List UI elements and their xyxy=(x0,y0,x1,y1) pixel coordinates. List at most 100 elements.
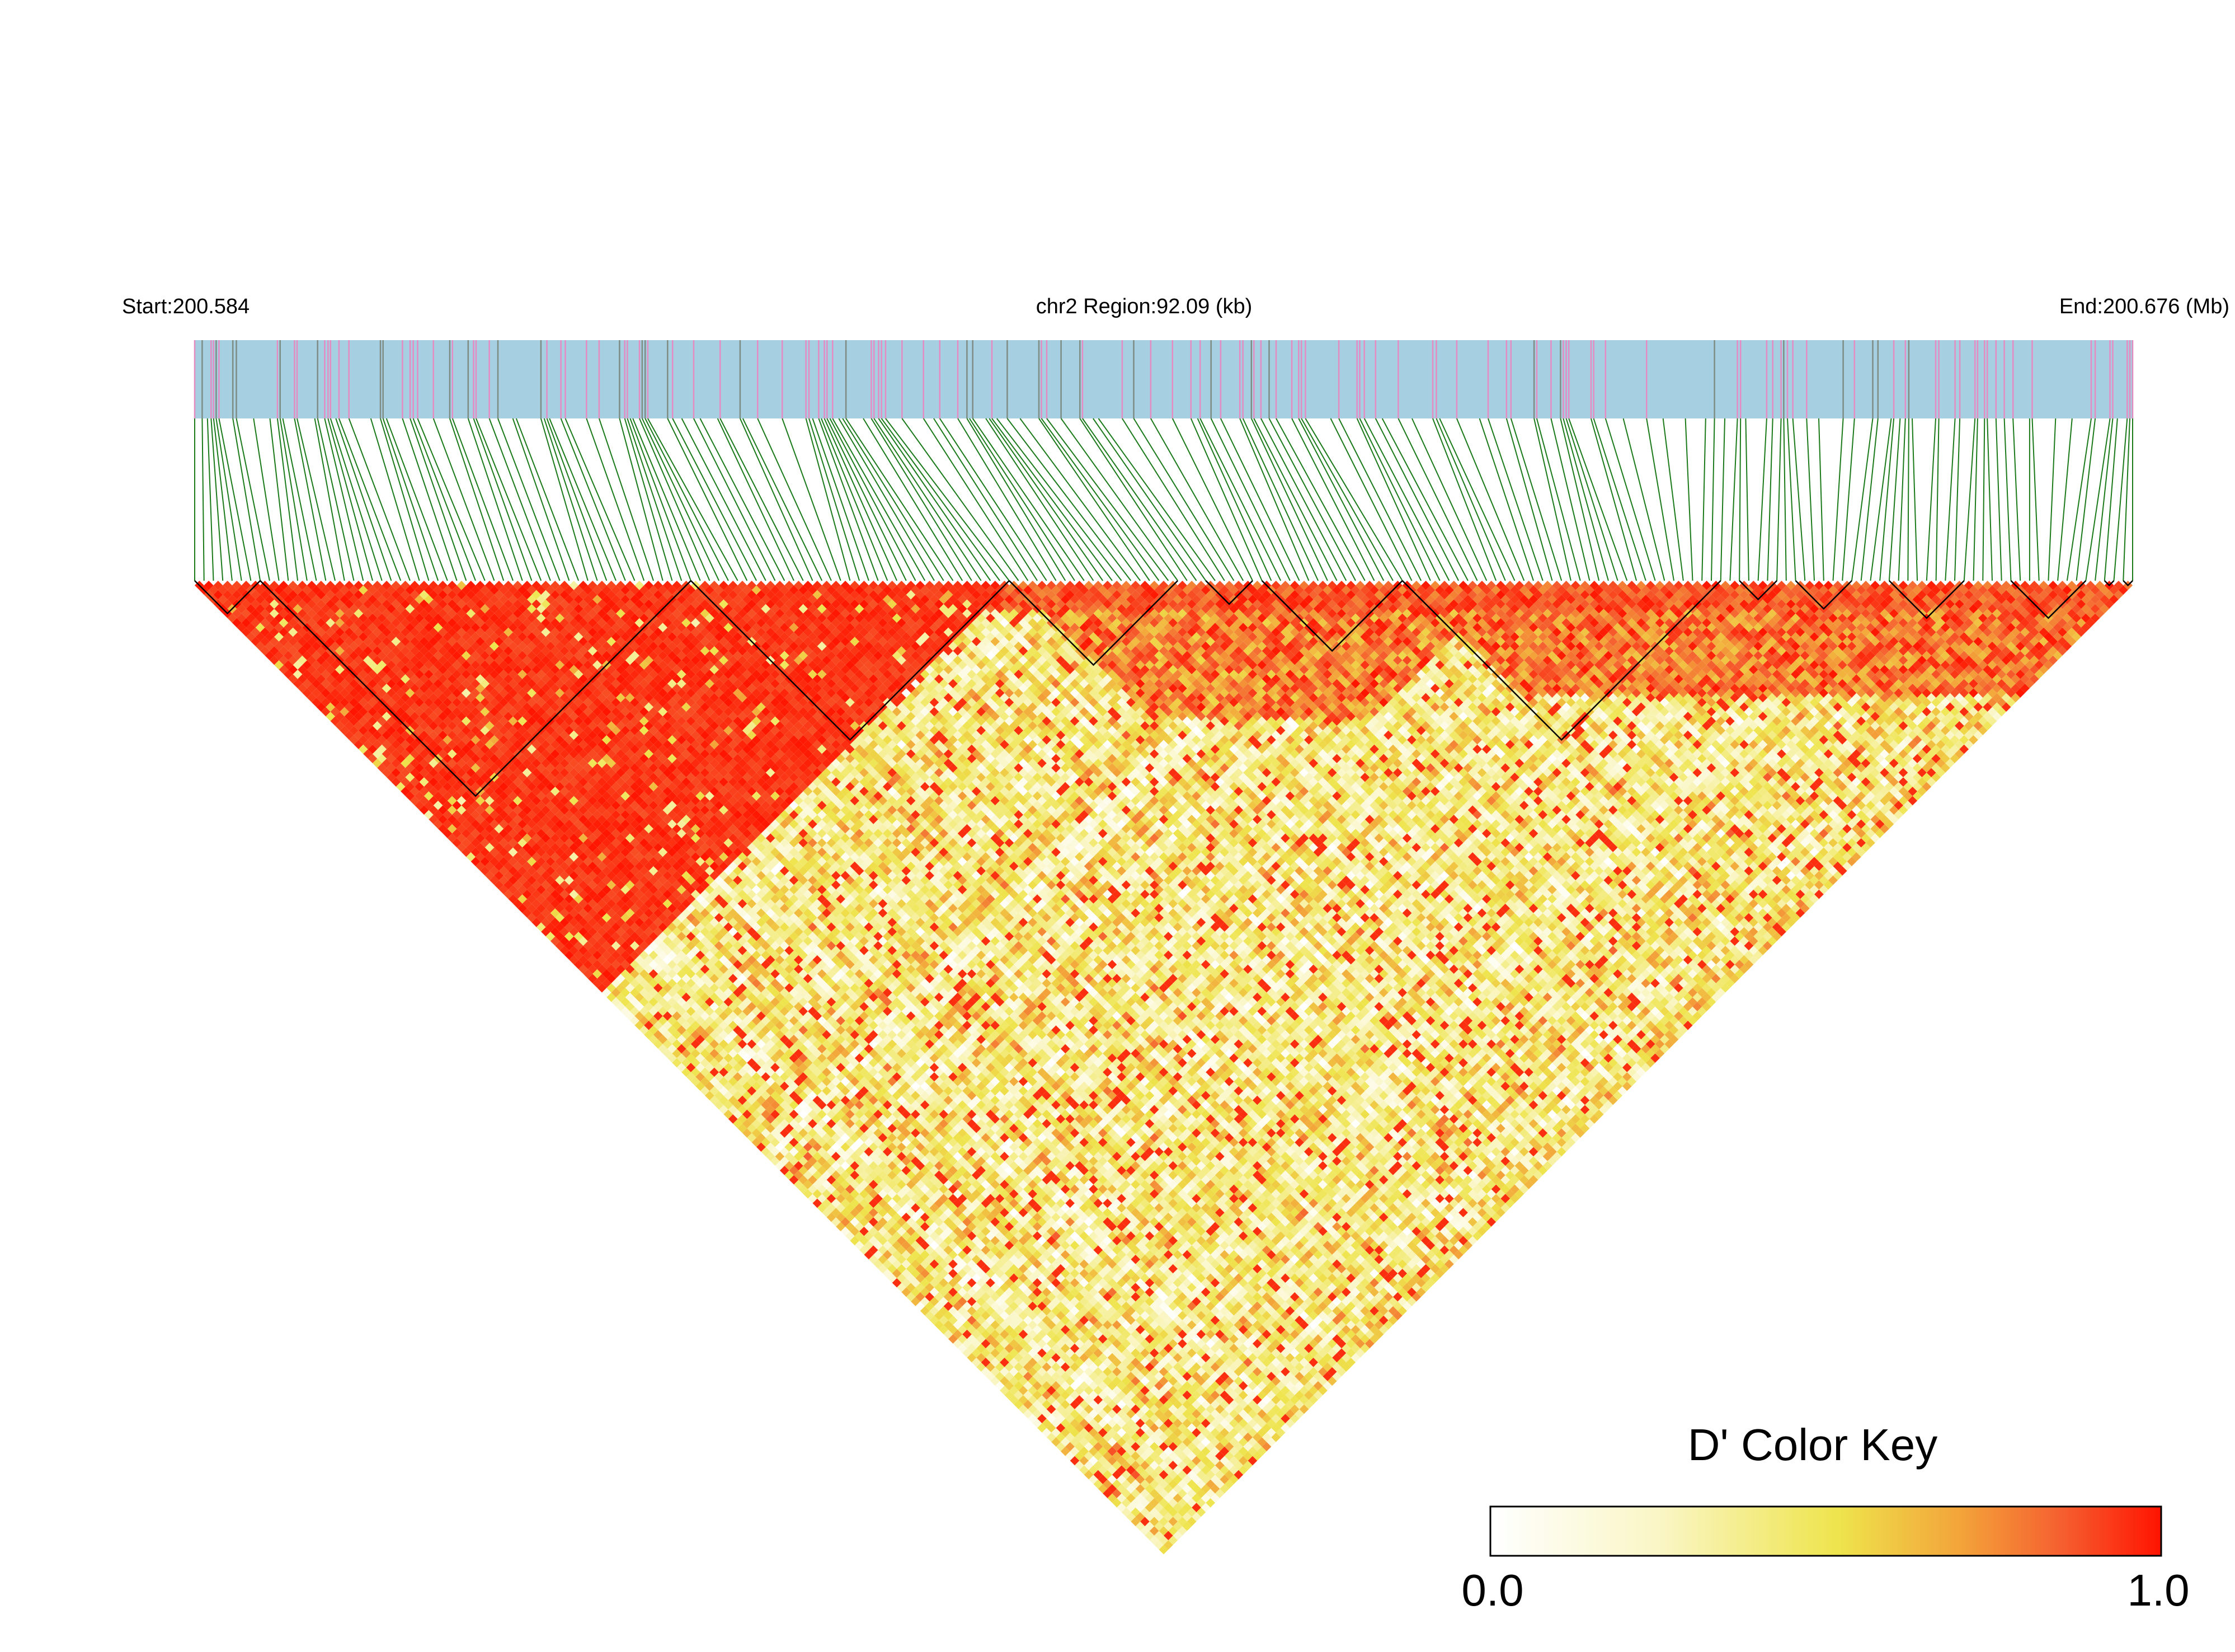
snp-connector-line xyxy=(2013,418,2020,581)
snp-connector-line xyxy=(1433,418,1496,581)
snp-connector-line xyxy=(1819,418,1824,581)
snp-connector-line xyxy=(633,418,700,581)
snp-connector-line xyxy=(1889,418,1900,581)
snp-connector-line xyxy=(1099,418,1216,581)
snp-connector-line xyxy=(694,418,775,581)
snp-connector-lines xyxy=(195,418,2133,581)
snp-connector-line xyxy=(1488,418,1543,581)
snp-connector-line xyxy=(1936,418,1939,581)
snp-connector-line xyxy=(2123,418,2130,581)
snp-connector-line xyxy=(1945,418,1955,581)
snp-connector-line xyxy=(1534,418,1571,581)
snp-connector-line xyxy=(1758,418,1767,581)
snp-connector-line xyxy=(1560,418,1599,581)
snp-connector-line xyxy=(547,418,607,581)
snp-connector-line xyxy=(1996,418,2002,581)
snp-connector-line xyxy=(878,418,990,581)
snp-connector-line xyxy=(843,418,944,581)
snp-connector-line xyxy=(1777,418,1781,581)
snp-connector-line xyxy=(2032,418,2039,581)
snp-connector-line xyxy=(380,418,429,581)
snp-connector-line xyxy=(1870,418,1891,581)
snp-connector-line xyxy=(809,418,859,581)
snp-connector-line xyxy=(1955,418,1960,581)
snp-connector-line xyxy=(1357,418,1431,581)
snp-connector-line xyxy=(1912,418,1917,581)
snp-connector-line xyxy=(1061,418,1178,581)
snp-connector-line xyxy=(830,418,916,581)
snp-connector-line xyxy=(1511,418,1561,581)
snp-connector-line xyxy=(1606,418,1655,581)
snp-connector-line xyxy=(973,418,1084,581)
snp-connector-line xyxy=(1663,418,1683,581)
snp-connector-line xyxy=(874,418,981,581)
snp-connector-line xyxy=(498,418,560,581)
snp-connector-line xyxy=(1806,418,1814,581)
snp-connector-line xyxy=(1987,418,1992,581)
snp-connector-line xyxy=(1899,418,1905,581)
snp-connector-line xyxy=(253,418,279,581)
snp-connector-line xyxy=(413,418,476,581)
snp-connector-line xyxy=(1686,418,1693,581)
snp-connector-line xyxy=(1412,418,1486,581)
snp-connector-line xyxy=(1480,418,1533,581)
snp-connector-line xyxy=(1398,418,1477,581)
snp-connector-line xyxy=(1711,418,1715,581)
snp-connector-line xyxy=(1721,418,1725,581)
snp-connector-line xyxy=(1457,418,1524,581)
snp-connector-line xyxy=(1833,418,1843,581)
snp-connector-line xyxy=(270,418,289,581)
snp-connector-line xyxy=(1134,418,1234,581)
snp-connector-line xyxy=(349,418,410,581)
snp-connector-line xyxy=(1646,418,1674,581)
region-end-label: End:200.676 (Mb) xyxy=(2059,295,2229,318)
snp-connector-line xyxy=(625,418,672,581)
snp-connector-line xyxy=(827,418,906,581)
snp-connector-line xyxy=(434,418,495,581)
snp-connector-line xyxy=(1439,418,1514,581)
snp-connector-line xyxy=(328,418,373,581)
snp-connector-line xyxy=(1254,418,1337,581)
snp-connector-line xyxy=(566,418,635,581)
snp-position-track xyxy=(195,340,2133,418)
snp-connector-line xyxy=(1243,418,1318,581)
snp-connector-line xyxy=(331,418,382,581)
snp-connector-line xyxy=(1507,418,1552,581)
snp-connector-line xyxy=(1301,418,1393,581)
snp-connector-line xyxy=(757,418,831,581)
region-center-label: chr2 Region:92.09 (kb) xyxy=(1036,295,1253,318)
snp-connector-line xyxy=(202,418,204,581)
snp-connector-line xyxy=(1364,418,1450,581)
snp-connector-line xyxy=(417,418,484,581)
snp-connector-line xyxy=(630,418,691,581)
snp-connector-line xyxy=(700,418,784,581)
snp-connector-line xyxy=(1007,418,1131,581)
snp-connector-line xyxy=(1880,418,1894,581)
ld-heatmap-cells xyxy=(195,581,2133,1554)
snp-connector-line xyxy=(1842,418,1855,581)
snp-connector-line xyxy=(924,418,1028,581)
snp-connector-line xyxy=(1730,418,1737,581)
snp-connector-line xyxy=(940,418,1047,581)
snp-connector-line xyxy=(1974,418,1978,581)
snp-connector-line xyxy=(1020,418,1140,581)
snp-connector-line xyxy=(476,418,541,581)
snp-connector-line xyxy=(986,418,1093,581)
snp-connector-line xyxy=(2058,418,2072,581)
snp-connector-line xyxy=(1908,418,1909,581)
snp-connector-line xyxy=(2005,418,2011,581)
region-start-label: Start:200.584 xyxy=(122,295,250,318)
snp-connector-line xyxy=(1702,418,1706,581)
snp-connector-line xyxy=(740,418,813,581)
snp-connector-line xyxy=(1927,418,1936,581)
snp-connector-line xyxy=(237,418,270,581)
snp-connector-line xyxy=(1191,418,1262,581)
snp-connector-line xyxy=(1739,418,1740,581)
snp-connector-line xyxy=(549,418,616,581)
snp-connector-line xyxy=(1983,418,1984,581)
snp-connector-line xyxy=(672,418,756,581)
snp-connector-line xyxy=(1745,418,1749,581)
snp-connector-line xyxy=(2048,418,2055,581)
snp-connector-line xyxy=(1382,418,1468,581)
